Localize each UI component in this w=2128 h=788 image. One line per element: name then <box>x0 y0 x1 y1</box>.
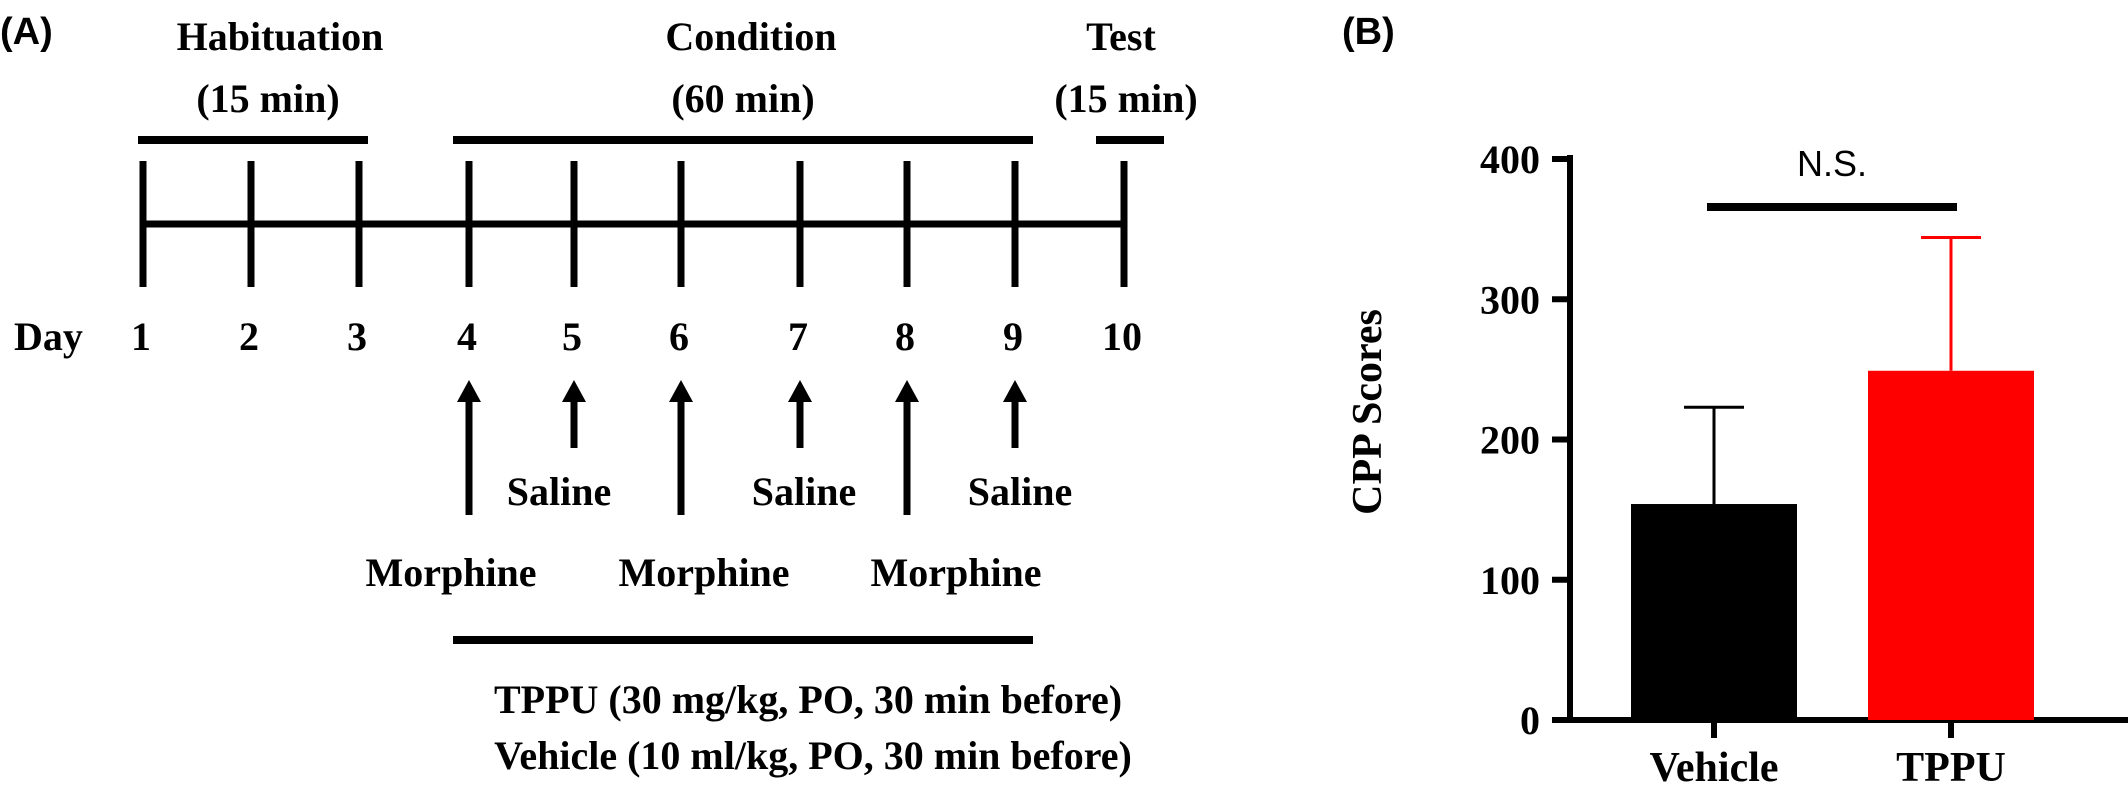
drug-line-tppu: TPPU (30 mg/kg, PO, 30 min before) <box>494 677 1122 722</box>
day-number-9: 9 <box>1003 314 1023 359</box>
y-ticks: 0 100 200 300 400 <box>1480 137 1570 743</box>
saline-arrow-day5 <box>562 380 586 448</box>
saline-label-day7: Saline <box>752 469 856 514</box>
phase-test-duration: (15 min) <box>1054 76 1197 121</box>
morphine-arrow-day8 <box>895 380 919 515</box>
bars <box>1631 236 2034 720</box>
y-tick-label-100: 100 <box>1480 558 1540 603</box>
panel-b-chart: (B) CPP Scores 0 100 200 300 400 Vehicle TPPU… <box>1342 11 2128 788</box>
y-tick-label-200: 200 <box>1480 418 1540 463</box>
day-number-2: 2 <box>239 314 259 359</box>
day-ticks <box>139 161 1128 287</box>
panel-a-timeline: (A) Habituation (15 min) Condition (60 m… <box>0 11 1198 778</box>
saline-label-day9: Saline <box>968 469 1072 514</box>
day-number-10: 10 <box>1102 314 1142 359</box>
phase-condition-duration: (60 min) <box>671 76 814 121</box>
saline-arrow-day9 <box>1003 380 1027 448</box>
day-number-5: 5 <box>562 314 582 359</box>
morphine-label-day4: Morphine <box>365 550 536 595</box>
day-label: Day <box>14 314 83 359</box>
saline-label-day5: Saline <box>507 469 611 514</box>
y-tick-label-0: 0 <box>1520 698 1540 743</box>
phase-habituation-duration: (15 min) <box>196 76 339 121</box>
y-axis-label: CPP Scores <box>1345 309 1391 515</box>
phase-habituation-title: Habituation <box>177 14 384 59</box>
saline-arrow-day7 <box>788 380 812 448</box>
x-tick-label-vehicle: Vehicle <box>1649 745 1778 788</box>
morphine-arrow-day4 <box>457 380 481 515</box>
phase-test-title: Test <box>1086 14 1156 59</box>
day-number-1: 1 <box>131 314 151 359</box>
day-number-3: 3 <box>347 314 367 359</box>
treatment-arrows <box>457 380 1027 515</box>
day-number-6: 6 <box>669 314 689 359</box>
drug-line-vehicle: Vehicle (10 ml/kg, PO, 30 min before) <box>494 733 1132 778</box>
day-number-8: 8 <box>895 314 915 359</box>
y-tick-label-300: 300 <box>1480 277 1540 322</box>
morphine-label-day8: Morphine <box>870 550 1041 595</box>
bar-tppu <box>1868 370 2034 720</box>
panel-b-label: (B) <box>1342 11 1395 53</box>
day-numbers: 1 2 3 4 5 6 7 8 9 10 <box>131 314 1142 359</box>
bar-vehicle <box>1631 504 1797 720</box>
morphine-label-day6: Morphine <box>618 550 789 595</box>
phase-condition-title: Condition <box>665 14 836 59</box>
significance-label: N.S. <box>1797 143 1867 184</box>
x-tick-labels: Vehicle TPPU <box>1649 720 2006 788</box>
panel-a-label: (A) <box>0 11 53 53</box>
y-tick-label-400: 400 <box>1480 137 1540 182</box>
x-tick-label-tppu: TPPU <box>1896 745 2006 788</box>
morphine-arrow-day6 <box>669 380 693 515</box>
day-number-4: 4 <box>457 314 477 359</box>
day-number-7: 7 <box>788 314 808 359</box>
